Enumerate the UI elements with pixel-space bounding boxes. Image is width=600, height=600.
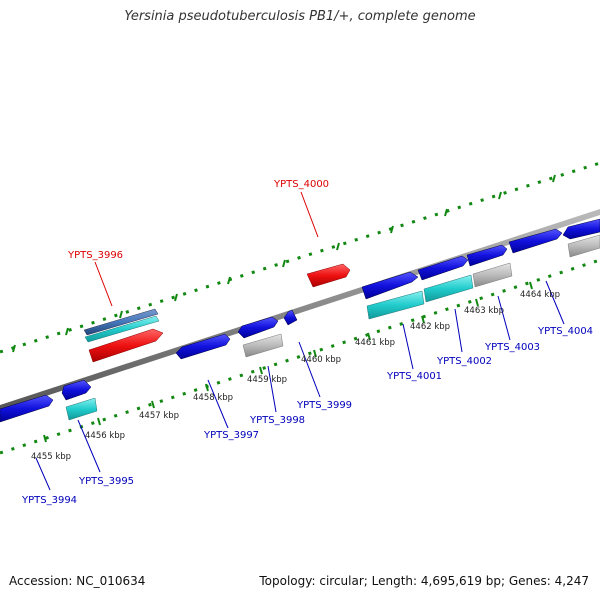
genome-backbone bbox=[0, 209, 600, 411]
gene-label-ypts-3995[interactable]: YPTS_3995 bbox=[78, 476, 134, 487]
leader-ypts-4002 bbox=[454, 308, 463, 353]
genome-summary-text: Topology: circular; Length: 4,695,619 bp… bbox=[259, 574, 589, 588]
leader-ypts-4003 bbox=[497, 295, 511, 341]
outer-features bbox=[83, 218, 600, 363]
outer-major-ticks bbox=[12, 174, 556, 353]
scale-label: 4463 kbp bbox=[464, 306, 504, 316]
scale-label: 4457 kbp bbox=[139, 411, 179, 421]
leader-ypts-3995 bbox=[77, 419, 101, 473]
gene-label-ypts-4002[interactable]: YPTS_4002 bbox=[436, 356, 492, 367]
gene-label-ypts-3997[interactable]: YPTS_3997 bbox=[203, 430, 259, 441]
feature-ypts-4004-pseudo bbox=[567, 234, 600, 258]
outer-tick-track bbox=[0, 161, 600, 354]
scale-label: 4458 kbp bbox=[193, 393, 233, 403]
scale-label: 4464 kbp bbox=[520, 290, 560, 300]
gene-label-ypts-4000[interactable]: YPTS_4000 bbox=[273, 179, 329, 190]
gene-ypts-3994 bbox=[0, 394, 54, 423]
gene-ypts-4003 bbox=[466, 244, 508, 267]
gene-ypts-3998 bbox=[237, 316, 279, 339]
gene-ypts-3997 bbox=[175, 333, 231, 360]
gene-ypts-4001 bbox=[361, 271, 419, 300]
leader-ypts-3996 bbox=[94, 261, 113, 307]
feature-ypts-4003-pseudo bbox=[472, 262, 513, 288]
gene-ypts-4004-b bbox=[562, 218, 600, 240]
gene-label-ypts-3994[interactable]: YPTS_3994 bbox=[21, 495, 77, 506]
scale-label: 4462 kbp bbox=[410, 322, 450, 332]
leader-lines bbox=[35, 191, 565, 491]
feature-ypts-3996-rna bbox=[84, 315, 160, 343]
gene-ypts-3996 bbox=[88, 328, 164, 363]
gene-label-ypts-4004[interactable]: YPTS_4004 bbox=[537, 326, 593, 337]
gene-ypts-3999 bbox=[283, 309, 298, 326]
leader-ypts-3994 bbox=[35, 457, 51, 491]
feature-ypts-4001-rna bbox=[366, 290, 425, 320]
gene-ypts-4004-a bbox=[508, 228, 563, 254]
leader-ypts-3997 bbox=[207, 379, 229, 429]
leader-ypts-3998 bbox=[267, 365, 277, 413]
scale-label: 4461 kbp bbox=[355, 338, 395, 348]
feature-ypts-3998-pseudo bbox=[242, 333, 284, 358]
gene-label-ypts-3998[interactable]: YPTS_3998 bbox=[249, 415, 305, 426]
feature-ypts-3996-other bbox=[83, 308, 159, 336]
inner-features bbox=[0, 234, 600, 423]
gene-labels: YPTS_3994 YPTS_3995 YPTS_3996 YPTS_3997 … bbox=[21, 179, 593, 506]
gene-label-ypts-3996[interactable]: YPTS_3996 bbox=[67, 250, 123, 261]
gene-label-ypts-4001[interactable]: YPTS_4001 bbox=[386, 371, 442, 382]
accession-text: Accession: NC_010634 bbox=[9, 574, 146, 588]
leader-ypts-4000 bbox=[300, 191, 319, 238]
gene-ypts-4002 bbox=[417, 255, 469, 281]
scale-label: 4459 kbp bbox=[247, 375, 287, 385]
scale-label: 4455 kbp bbox=[31, 452, 71, 462]
gene-label-ypts-3999[interactable]: YPTS_3999 bbox=[296, 400, 352, 411]
feature-ypts-3995-rna bbox=[65, 397, 98, 421]
leader-ypts-4004 bbox=[545, 280, 565, 325]
gene-ypts-3995 bbox=[61, 379, 92, 401]
gene-ypts-4000 bbox=[306, 263, 351, 288]
scale-labels: 4455 kbp 4456 kbp 4457 kbp 4458 kbp 4459… bbox=[31, 290, 560, 462]
leader-ypts-4001 bbox=[402, 323, 414, 370]
scale-label: 4456 kbp bbox=[85, 431, 125, 441]
map-title: Yersinia pseudotuberculosis PB1/+, compl… bbox=[124, 9, 476, 24]
feature-ypts-4002-rna bbox=[423, 274, 474, 303]
inner-major-ticks bbox=[43, 281, 533, 443]
leader-ypts-3999 bbox=[298, 341, 321, 398]
gene-label-ypts-4003[interactable]: YPTS_4003 bbox=[484, 342, 540, 353]
scale-label: 4460 kbp bbox=[301, 355, 341, 365]
